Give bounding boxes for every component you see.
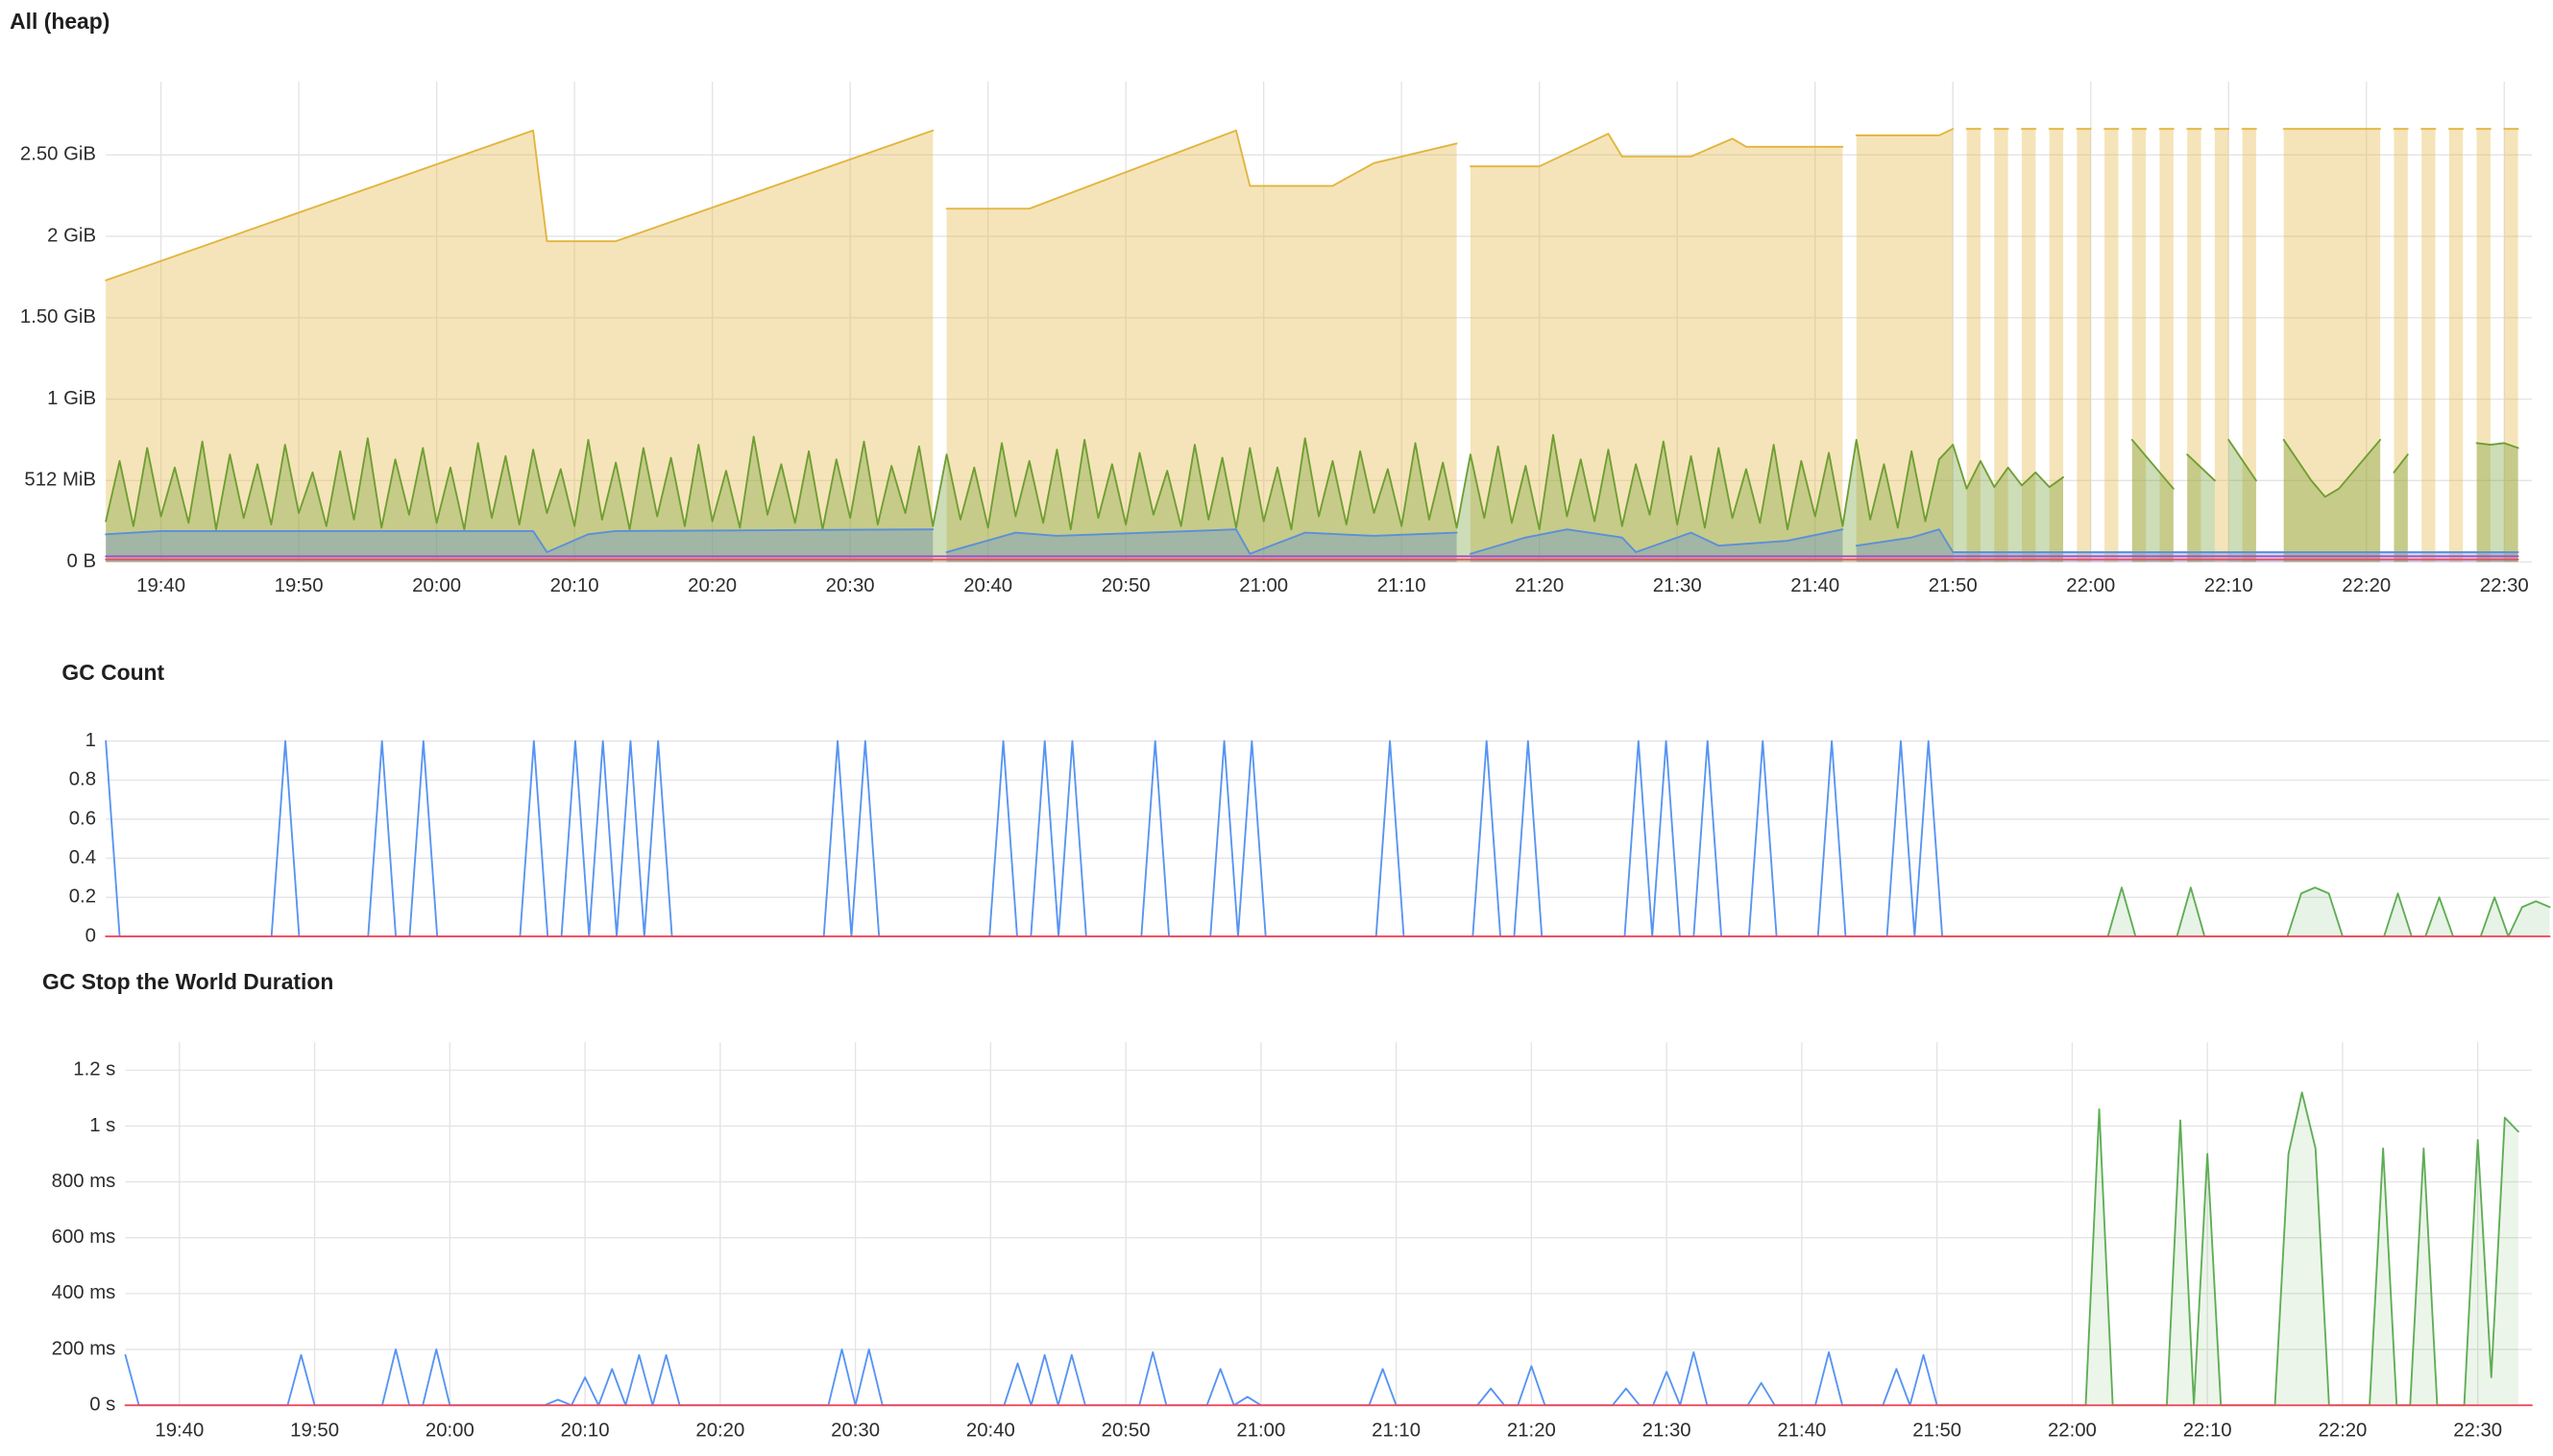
- x-tick-label: 21:30: [1653, 575, 1702, 596]
- y-tick-label: 200 ms: [52, 1338, 116, 1359]
- y-tick-label: 1 s: [89, 1115, 115, 1136]
- x-tick-label: 21:00: [1239, 575, 1288, 596]
- x-tick-label: 22:00: [2048, 1420, 2097, 1442]
- y-tick-label: 800 ms: [52, 1171, 116, 1192]
- y-tick-label: 0 B: [66, 550, 96, 571]
- x-tick-label: 22:30: [2480, 575, 2529, 596]
- panel: GC Count 0 0.2 0.4 0.6 0.8 1: [61, 660, 2551, 946]
- x-tick-label: 19:50: [275, 575, 324, 596]
- x-tick-label: 19:40: [155, 1420, 204, 1442]
- x-tick-label: 21:10: [1372, 1420, 1421, 1442]
- panel: GC Stop the World Duration 0 s 200 ms 400 m…: [42, 969, 2533, 1442]
- y-tick-label: 512 MiB: [24, 470, 96, 491]
- series-line: [105, 433, 2519, 531]
- x-tick-label: 21:10: [1377, 575, 1426, 596]
- x-tick-label: 20:30: [826, 575, 875, 596]
- y-tick-label: 1: [85, 730, 96, 751]
- x-tick-label: 19:40: [136, 575, 185, 596]
- x-tick-label: 20:00: [426, 1420, 474, 1442]
- x-tick-label: 22:10: [2204, 575, 2253, 596]
- x-tick-label: 21:40: [1790, 575, 1839, 596]
- y-tick-label: 2.50 GiB: [20, 144, 96, 165]
- y-tick-label: 0.8: [69, 769, 96, 790]
- x-tick-label: 20:50: [1102, 1420, 1151, 1442]
- y-tick-label: 1 GiB: [47, 388, 96, 409]
- y-tick-label: 400 ms: [52, 1282, 116, 1303]
- panel-title: GC Count: [61, 660, 164, 685]
- x-tick-label: 20:30: [831, 1420, 880, 1442]
- series-line: [105, 128, 2519, 281]
- x-tick-label: 20:40: [963, 575, 1012, 596]
- y-tick-label: 2 GiB: [47, 225, 96, 246]
- x-tick-label: 21:00: [1236, 1420, 1285, 1442]
- series-area: [106, 129, 2518, 563]
- x-tick-label: 21:40: [1777, 1420, 1826, 1442]
- panel: All (heap) 0 B 512 MiB 1 GiB 1.50 GiB 2 GiB 2.…: [10, 9, 2532, 596]
- y-tick-label: 0.6: [69, 808, 96, 829]
- x-tick-label: 21:30: [1642, 1420, 1691, 1442]
- x-tick-label: 20:40: [966, 1420, 1015, 1442]
- series-line: [1941, 886, 2551, 937]
- x-tick-label: 19:50: [290, 1420, 339, 1442]
- series-line: [105, 740, 1944, 937]
- x-tick-label: 22:10: [2183, 1420, 2232, 1442]
- panel-title: All (heap): [10, 9, 109, 34]
- y-tick-label: 0.2: [69, 886, 96, 908]
- y-tick-label: 0: [85, 925, 96, 946]
- x-tick-label: 22:20: [2318, 1420, 2367, 1442]
- x-tick-label: 22:00: [2066, 575, 2115, 596]
- y-tick-label: 0 s: [89, 1395, 115, 1416]
- x-tick-label: 20:10: [550, 575, 599, 596]
- y-tick-label: 600 ms: [52, 1226, 116, 1248]
- series-line: [124, 1348, 1938, 1407]
- x-tick-label: 20:50: [1102, 575, 1151, 596]
- y-tick-label: 1.50 GiB: [20, 306, 96, 328]
- x-tick-label: 21:50: [1912, 1420, 1961, 1442]
- x-tick-label: 20:10: [561, 1420, 610, 1442]
- x-tick-label: 22:30: [2453, 1420, 2502, 1442]
- series-line: [105, 528, 2519, 555]
- y-tick-label: 1.2 s: [73, 1059, 115, 1080]
- series-area: [106, 529, 2518, 563]
- x-tick-label: 20:20: [688, 575, 737, 596]
- x-tick-label: 20:20: [695, 1420, 744, 1442]
- x-tick-label: 21:50: [1929, 575, 1978, 596]
- series-area: [1936, 1092, 2518, 1406]
- x-tick-label: 22:20: [2342, 575, 2391, 596]
- panel-title: GC Stop the World Duration: [42, 969, 333, 994]
- y-tick-label: 0.4: [69, 847, 96, 868]
- x-tick-label: 21:20: [1515, 575, 1564, 596]
- series-area: [1942, 887, 2550, 936]
- x-tick-label: 21:20: [1507, 1420, 1556, 1442]
- x-tick-label: 20:00: [412, 575, 461, 596]
